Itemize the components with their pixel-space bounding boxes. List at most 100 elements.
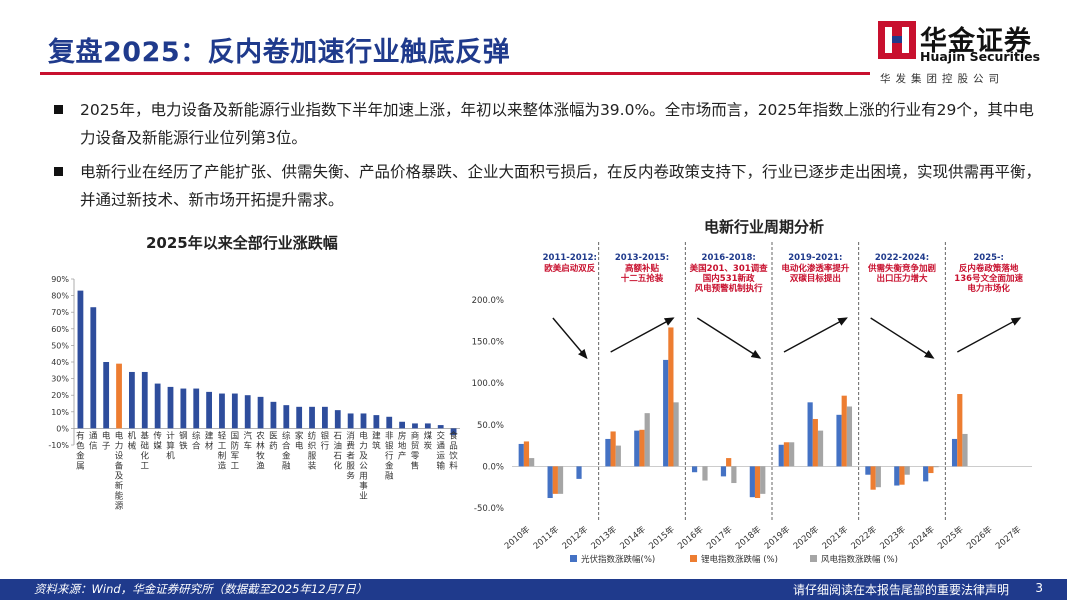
bar — [702, 466, 708, 481]
period-description: 高额补贴 — [625, 263, 660, 274]
y-tick-label: 10% — [51, 408, 69, 417]
y-tick-label: 70% — [51, 308, 69, 317]
huajin-logo-icon — [878, 21, 916, 59]
x-category-label: 2023年 — [878, 524, 909, 552]
bar — [634, 430, 640, 467]
bar — [576, 466, 582, 479]
x-category-label: 2017年 — [704, 524, 735, 552]
bar — [962, 433, 968, 467]
x-category-label: 2024年 — [907, 524, 938, 552]
x-category-label: 综合金融 — [282, 430, 291, 471]
bar — [270, 401, 277, 429]
period-description: 双碳目标提出 — [790, 273, 841, 284]
y-tick-label: 40% — [51, 358, 69, 367]
footer-bar: 资料来源：Wind，华金证券研究所（数据截至2025年12月7日） 请仔细阅读在… — [0, 579, 1067, 600]
bar — [841, 395, 847, 467]
bar — [812, 418, 818, 467]
legend-swatch — [810, 555, 817, 562]
bar — [518, 443, 524, 467]
x-category-label: 有色金属 — [76, 430, 85, 471]
bar — [720, 466, 727, 477]
x-category-label: 建筑 — [372, 430, 381, 451]
x-category-label: 2026年 — [964, 524, 995, 552]
trend-arrow — [610, 317, 675, 353]
x-category-label: 2011年 — [531, 524, 562, 552]
bullet-square-icon — [54, 167, 63, 176]
bar — [257, 396, 264, 429]
bar — [749, 466, 755, 498]
logo-english-name: Huajin Securities — [920, 49, 1041, 64]
x-category-label: 医药 — [269, 431, 278, 451]
x-category-label: 通信 — [89, 430, 98, 451]
x-category-label: 2018年 — [733, 524, 764, 552]
x-category-label: 商贸零售 — [411, 430, 420, 471]
legend-label: 风电指数涨跌幅 (%) — [821, 554, 898, 565]
bar — [529, 458, 535, 467]
x-category-label: 建材 — [205, 430, 214, 451]
bar — [360, 413, 367, 429]
bar — [219, 393, 225, 429]
trend-arrow — [783, 317, 848, 353]
bar — [437, 425, 444, 429]
x-category-label: 国防军工 — [231, 431, 240, 471]
bar — [424, 423, 431, 429]
bar — [309, 406, 315, 429]
industry-chart-title: 2025年以来全部行业涨跌幅 — [146, 234, 338, 252]
bar — [347, 413, 354, 429]
x-category-label: 基础化工 — [141, 430, 150, 471]
bar — [807, 402, 813, 467]
y-tick-label: 90% — [51, 275, 69, 284]
bar — [865, 466, 871, 475]
bullet-text: 2025年，电力设备及新能源行业指数下半年加速上涨，年初以来整体涨幅为39.0%… — [80, 101, 1034, 147]
bar — [663, 359, 669, 467]
y-tick-label: 50.0% — [477, 421, 504, 431]
x-category-label: 电力及公用事业 — [359, 430, 368, 501]
bar — [547, 466, 553, 499]
bar — [154, 383, 161, 429]
bar — [760, 466, 766, 494]
x-category-label: 2010年 — [502, 524, 533, 552]
bar — [726, 458, 732, 467]
bar — [615, 445, 621, 467]
y-tick-label: -50.0% — [474, 504, 504, 514]
company-logo: 华金证券 Huajin Securities 华发集团控股公司 — [878, 17, 1058, 87]
bar — [206, 391, 212, 429]
period-description: 出口压力增大 — [876, 273, 928, 284]
bar — [817, 430, 824, 467]
x-category-label: 2013年 — [589, 524, 620, 552]
legend-label: 锂电指数涨跌幅 (%) — [701, 554, 778, 565]
x-category-label: 交通运输 — [436, 430, 445, 471]
bar — [875, 466, 881, 488]
logo-chinese-name: 华金证券 — [920, 26, 1032, 57]
x-category-label: 食品饮料 — [449, 430, 458, 471]
y-tick-label: 20% — [51, 391, 69, 400]
y-tick-label: 60% — [51, 325, 69, 334]
bar — [334, 410, 341, 429]
bar — [870, 466, 876, 490]
bar — [899, 466, 905, 485]
bullet-text: 电新行业在经历了产能扩张、供需失衡、产品价格暴跌、企业大面积亏损后，在反内卷政策… — [80, 163, 1042, 209]
page-title: 复盘2025：反内卷加速行业触底反弹 — [48, 37, 511, 68]
bar — [373, 415, 380, 429]
y-tick-label: 200.0% — [472, 296, 504, 306]
period-label: 2019-2021: — [788, 253, 842, 263]
cycle-chart-title: 电新行业周期分析 — [704, 218, 825, 236]
bar — [167, 386, 174, 429]
bar — [846, 406, 853, 467]
bar — [957, 394, 963, 467]
bar — [691, 466, 698, 473]
bar — [668, 327, 674, 467]
y-tick-label: 0.0% — [482, 462, 504, 472]
trend-arrow — [696, 317, 762, 359]
page-number: 3 — [1035, 581, 1043, 595]
x-category-label: 纺织服装 — [308, 430, 317, 471]
bar — [116, 363, 122, 429]
industry-returns-chart: -10%0%10%20%30%40%50%60%70%80%90%有色金属通信电… — [48, 275, 460, 511]
period-description: 136号文全面加速 — [954, 273, 1023, 284]
x-category-label: 2015年 — [647, 524, 678, 552]
y-tick-label: 150.0% — [472, 338, 504, 348]
bar — [77, 290, 84, 429]
trend-arrow — [552, 317, 588, 360]
footer-legal-notice: 请仔细阅读在本报告尾部的重要法律声明 — [792, 583, 1009, 597]
bar — [386, 416, 393, 429]
